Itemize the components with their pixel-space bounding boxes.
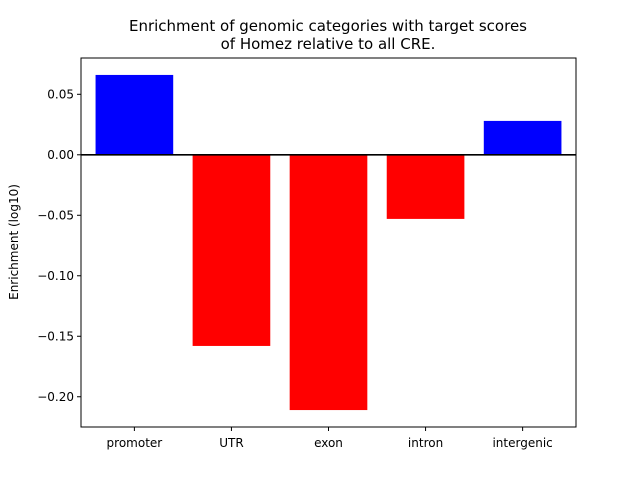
bar-intron — [386, 154, 465, 219]
bar-intergenic — [483, 120, 562, 155]
bar-exon — [289, 154, 368, 411]
y-tick-label: −0.15 — [37, 329, 74, 343]
x-axis-ticks: promoter UTR exon intron intergenic — [107, 427, 553, 450]
y-axis-label: Enrichment (log10) — [7, 184, 21, 300]
x-tick-label: intergenic — [492, 436, 552, 450]
x-tick-label: promoter — [107, 436, 163, 450]
x-tick-label: intron — [408, 436, 443, 450]
y-tick-label: 0.00 — [47, 148, 74, 162]
bar-UTR — [192, 154, 271, 346]
y-tick-label: 0.05 — [47, 87, 74, 101]
chart-title-line-2: of Homez relative to all CRE. — [221, 35, 436, 53]
y-tick-label: −0.05 — [37, 208, 74, 222]
x-tick-label: exon — [314, 436, 343, 450]
y-tick-label: −0.20 — [37, 390, 74, 404]
chart-title-line-1: Enrichment of genomic categories with ta… — [129, 17, 527, 35]
bars-group — [95, 74, 562, 411]
y-axis-ticks: 0.05 0.00 −0.05 −0.10 −0.15 −0.20 — [37, 87, 81, 404]
plot-area-frame — [80, 57, 577, 428]
y-tick-label: −0.10 — [37, 269, 74, 283]
bar-promoter — [95, 74, 174, 155]
x-tick-label: UTR — [219, 436, 243, 450]
